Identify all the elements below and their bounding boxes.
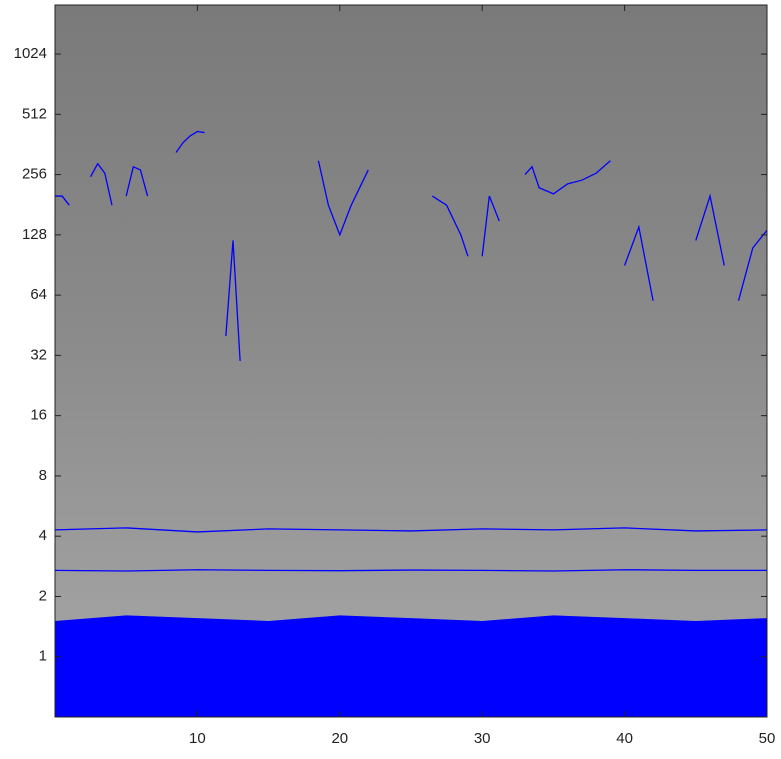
ridge-line [55,195,70,206]
ridge-line [125,165,149,197]
x-tick-label: 20 [331,730,348,747]
area [54,615,768,718]
plot-frame [54,4,768,718]
ridge-line [737,229,768,301]
y-tick-label: 16 [30,407,47,424]
ridge-line [524,160,611,195]
ridge-line [317,160,369,237]
y-tick-label: 2 [39,587,47,604]
ridge-line [54,527,768,533]
plot-background [55,5,767,717]
y-tick-label: 128 [22,226,47,243]
ridge-line [623,224,654,301]
y-tick-label: 1024 [14,45,47,62]
y-tick-label: 32 [30,346,47,363]
y-tick-label: 1 [39,648,47,665]
ridge-line [90,162,113,206]
x-tick-label: 30 [474,730,491,747]
ridge-line [695,193,725,266]
x-tick-label: 10 [189,730,206,747]
y-tick-label: 256 [22,166,47,183]
y-tick-label: 512 [22,105,47,122]
y-tick-label: 64 [30,286,47,303]
ridge-line [481,195,500,257]
y-tick-label: 4 [39,527,47,544]
ridge-line [54,569,767,572]
y-tick-label: 8 [39,467,47,484]
ridge-line [175,130,205,153]
ridge-line [432,195,469,257]
ridge-line [225,240,241,362]
x-tick-label: 40 [616,730,633,747]
x-tick-label: 50 [759,730,776,747]
